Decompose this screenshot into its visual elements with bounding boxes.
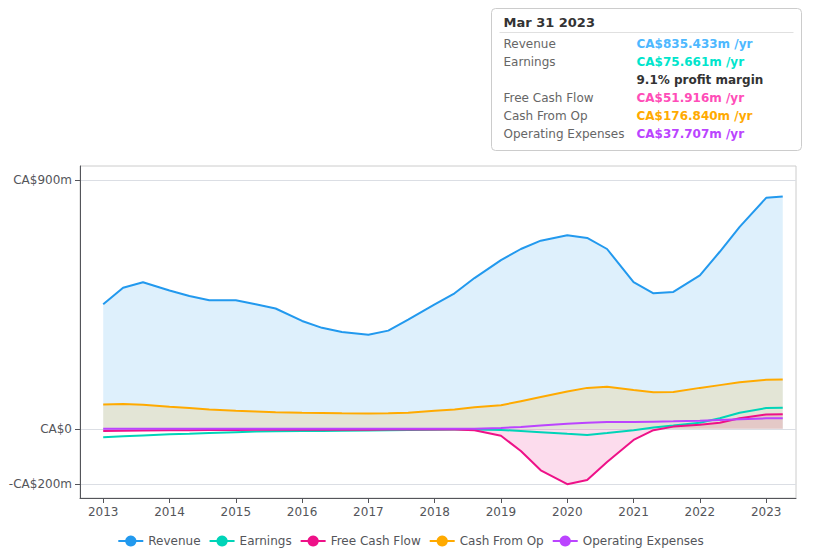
svg-text:2022: 2022 <box>685 505 716 519</box>
svg-text:CA$835.433m /yr: CA$835.433m /yr <box>637 37 753 51</box>
svg-text:Operating Expenses: Operating Expenses <box>504 127 625 141</box>
svg-text:-CA$200m: -CA$200m <box>9 477 72 491</box>
svg-text:CA$37.707m /yr: CA$37.707m /yr <box>637 127 745 141</box>
svg-text:Free Cash Flow: Free Cash Flow <box>331 534 421 548</box>
svg-text:Earnings: Earnings <box>240 534 292 548</box>
svg-text:2023: 2023 <box>751 505 782 519</box>
svg-text:Free Cash Flow: Free Cash Flow <box>504 91 594 105</box>
svg-text:2018: 2018 <box>419 505 450 519</box>
svg-text:Revenue: Revenue <box>504 37 556 51</box>
svg-text:2017: 2017 <box>353 505 384 519</box>
svg-text:CA$0: CA$0 <box>40 422 72 436</box>
svg-text:CA$900m: CA$900m <box>13 173 72 187</box>
svg-text:2013: 2013 <box>88 505 119 519</box>
svg-text:2015: 2015 <box>221 505 252 519</box>
svg-text:Revenue: Revenue <box>148 534 200 548</box>
svg-text:Mar 31 2023: Mar 31 2023 <box>504 15 595 30</box>
svg-text:CA$176.840m /yr: CA$176.840m /yr <box>637 109 753 123</box>
svg-text:2014: 2014 <box>154 505 185 519</box>
svg-text:2019: 2019 <box>486 505 517 519</box>
svg-text:CA$75.661m /yr: CA$75.661m /yr <box>637 55 745 69</box>
svg-text:2021: 2021 <box>618 505 649 519</box>
svg-text:Earnings: Earnings <box>504 55 556 69</box>
svg-text:CA$51.916m /yr: CA$51.916m /yr <box>637 91 745 105</box>
svg-text:2020: 2020 <box>552 505 583 519</box>
svg-text:9.1% profit margin: 9.1% profit margin <box>637 73 764 87</box>
svg-text:Operating Expenses: Operating Expenses <box>583 534 704 548</box>
svg-text:Cash From Op: Cash From Op <box>504 109 588 123</box>
svg-text:2016: 2016 <box>287 505 318 519</box>
svg-text:Cash From Op: Cash From Op <box>460 534 544 548</box>
